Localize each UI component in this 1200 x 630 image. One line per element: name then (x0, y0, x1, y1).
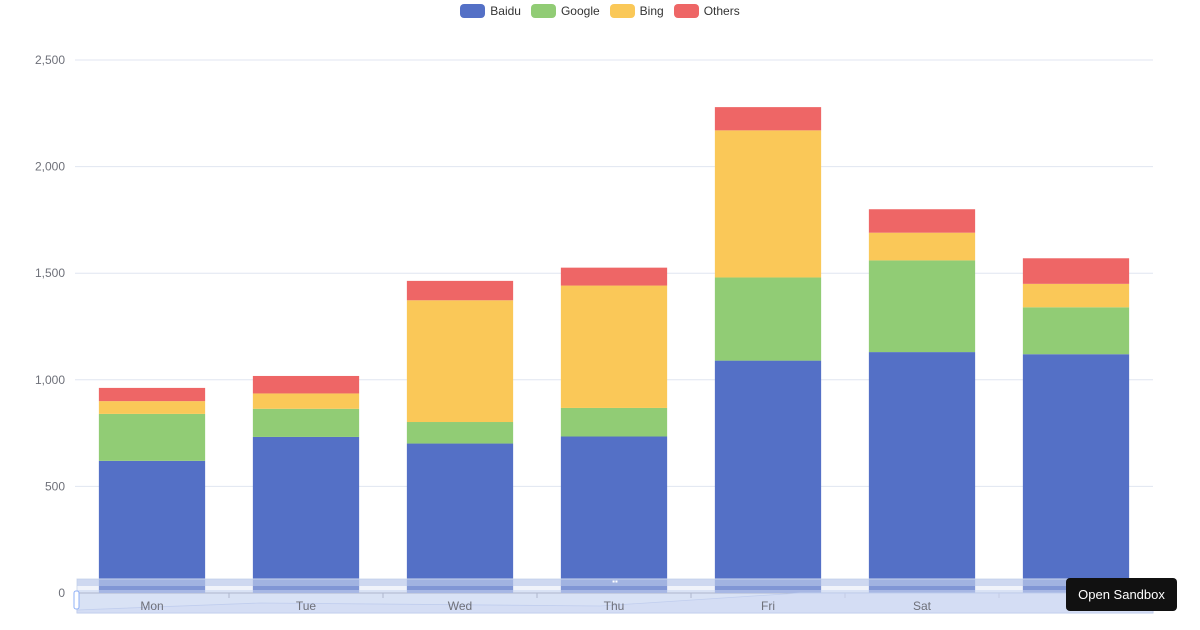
legend-label: Bing (639, 4, 664, 18)
chart-legend: Baidu Google Bing Others (0, 4, 1200, 18)
bar-google-sat[interactable] (868, 260, 976, 353)
bar-others-wed[interactable] (406, 280, 514, 301)
bar-bing-mon[interactable] (98, 401, 206, 414)
y-tick-label: 500 (45, 479, 65, 493)
bar-bing-tue[interactable] (252, 393, 360, 409)
bar-google-sun[interactable] (1022, 307, 1130, 355)
data-zoom-selection[interactable] (77, 590, 1153, 613)
bar-baidu-thu[interactable] (560, 436, 668, 593)
bar-bing-fri[interactable] (714, 130, 822, 278)
bar-google-tue[interactable] (252, 408, 360, 437)
y-tick-label: 1,500 (35, 266, 65, 280)
x-tick-label: Sat (913, 599, 932, 613)
data-zoom-mover-bar[interactable] (77, 579, 1153, 586)
y-tick-label: 1,000 (35, 373, 65, 387)
x-tick-label: Tue (296, 599, 317, 613)
legend-item-others[interactable]: Others (673, 4, 740, 18)
legend-item-baidu[interactable]: Baidu (460, 4, 521, 18)
bar-bing-wed[interactable] (406, 300, 514, 423)
x-tick-label: Fri (761, 599, 775, 613)
y-tick-label: 2,500 (35, 53, 65, 67)
x-tick-label: Mon (140, 599, 163, 613)
legend-item-bing[interactable]: Bing (609, 4, 664, 18)
bar-baidu-tue[interactable] (252, 436, 360, 593)
x-tick-label: Thu (604, 599, 625, 613)
bar-google-wed[interactable] (406, 422, 514, 444)
bar-others-mon[interactable] (98, 387, 206, 402)
data-zoom-left-handle[interactable] (73, 590, 80, 610)
data-zoom-mover-grip[interactable]: ▪▪ (612, 577, 618, 586)
legend-label: Baidu (490, 4, 521, 18)
bar-others-thu[interactable] (560, 267, 668, 286)
bar-baidu-fri[interactable] (714, 360, 822, 593)
y-tick-label: 2,000 (35, 160, 65, 174)
x-tick-label: Wed (448, 599, 472, 613)
bar-google-fri[interactable] (714, 277, 822, 361)
bar-bing-sun[interactable] (1022, 283, 1130, 308)
bar-bing-thu[interactable] (560, 285, 668, 408)
bar-google-thu[interactable] (560, 407, 668, 437)
legend-label: Google (560, 4, 600, 18)
bar-others-sun[interactable] (1022, 258, 1130, 284)
legend-swatch (530, 4, 556, 18)
bar-others-tue[interactable] (252, 375, 360, 394)
bar-baidu-wed[interactable] (406, 443, 514, 593)
bar-others-sat[interactable] (868, 209, 976, 233)
bar-baidu-sun[interactable] (1022, 354, 1130, 593)
bar-others-fri[interactable] (714, 107, 822, 131)
bar-google-mon[interactable] (98, 413, 206, 461)
bar-bing-sat[interactable] (868, 232, 976, 261)
open-sandbox-button[interactable]: Open Sandbox (1066, 578, 1177, 611)
legend-swatch (673, 4, 699, 18)
legend-label: Others (703, 4, 740, 18)
legend-swatch (460, 4, 486, 18)
bar-baidu-sat[interactable] (868, 352, 976, 593)
legend-swatch (609, 4, 635, 18)
y-tick-label: 0 (58, 586, 65, 600)
bar-baidu-mon[interactable] (98, 460, 206, 593)
legend-item-google[interactable]: Google (530, 4, 600, 18)
